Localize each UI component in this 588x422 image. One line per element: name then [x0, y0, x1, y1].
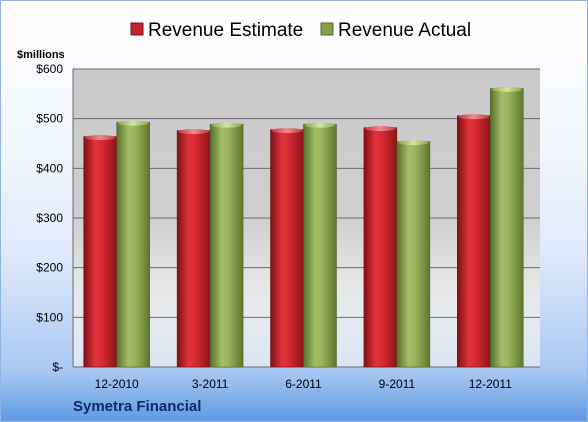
legend-swatch-estimate	[130, 22, 144, 36]
bar-revenue-estimate-cap	[458, 114, 490, 120]
bar-revenue-actual	[116, 121, 150, 368]
y-tick-label: $300	[36, 211, 63, 225]
bar-revenue-estimate-cap	[364, 126, 396, 132]
legend-label-estimate: Revenue Estimate	[148, 20, 303, 41]
y-axis-label: $millions	[17, 49, 65, 61]
bar-revenue-actual-cap	[304, 122, 336, 128]
bar-revenue-actual	[490, 88, 524, 368]
bars	[83, 86, 524, 368]
bar-revenue-actual	[303, 123, 337, 368]
bar-revenue-estimate-cap	[84, 135, 116, 141]
y-axis: $- $100 $200 $300 $400 $500 $600	[36, 62, 74, 374]
bar-revenue-estimate	[363, 127, 398, 368]
bar-revenue-estimate	[83, 136, 117, 368]
bar-revenue-actual-cap	[397, 140, 429, 146]
legend: Revenue Estimate Revenue Actual	[130, 20, 471, 41]
bar-revenue-estimate-cap	[271, 128, 303, 134]
bar-revenue-actual-cap	[211, 122, 243, 128]
bar-revenue-actual-cap	[491, 86, 523, 92]
bar-revenue-estimate	[270, 129, 304, 368]
x-tick-label: 3-2011	[192, 377, 229, 391]
x-axis: 12-2010 3-2011 6-2011 9-2011 12-2011	[95, 377, 513, 391]
bar-revenue-actual-cap	[117, 120, 149, 126]
company-name: Symetra Financial	[73, 398, 202, 415]
x-tick-label: 12-2010	[95, 377, 139, 391]
x-tick-label: 12-2011	[469, 377, 512, 391]
bar-revenue-estimate	[176, 130, 211, 368]
bar-revenue-actual	[209, 123, 244, 368]
y-tick-label: $600	[36, 62, 63, 76]
y-tick-label: $-	[52, 360, 63, 374]
y-tick-label: $200	[36, 261, 63, 275]
y-tick-label: $100	[36, 310, 63, 324]
y-tick-label: $500	[36, 112, 63, 126]
x-tick-label: 6-2011	[285, 377, 322, 391]
bar-revenue-estimate	[457, 115, 491, 368]
x-tick-label: 9-2011	[379, 377, 416, 391]
bar-revenue-estimate-cap	[178, 129, 210, 135]
legend-label-actual: Revenue Actual	[338, 20, 471, 41]
y-tick-label: $400	[36, 161, 63, 175]
legend-swatch-actual	[320, 22, 334, 36]
bar-revenue-actual	[396, 141, 431, 368]
